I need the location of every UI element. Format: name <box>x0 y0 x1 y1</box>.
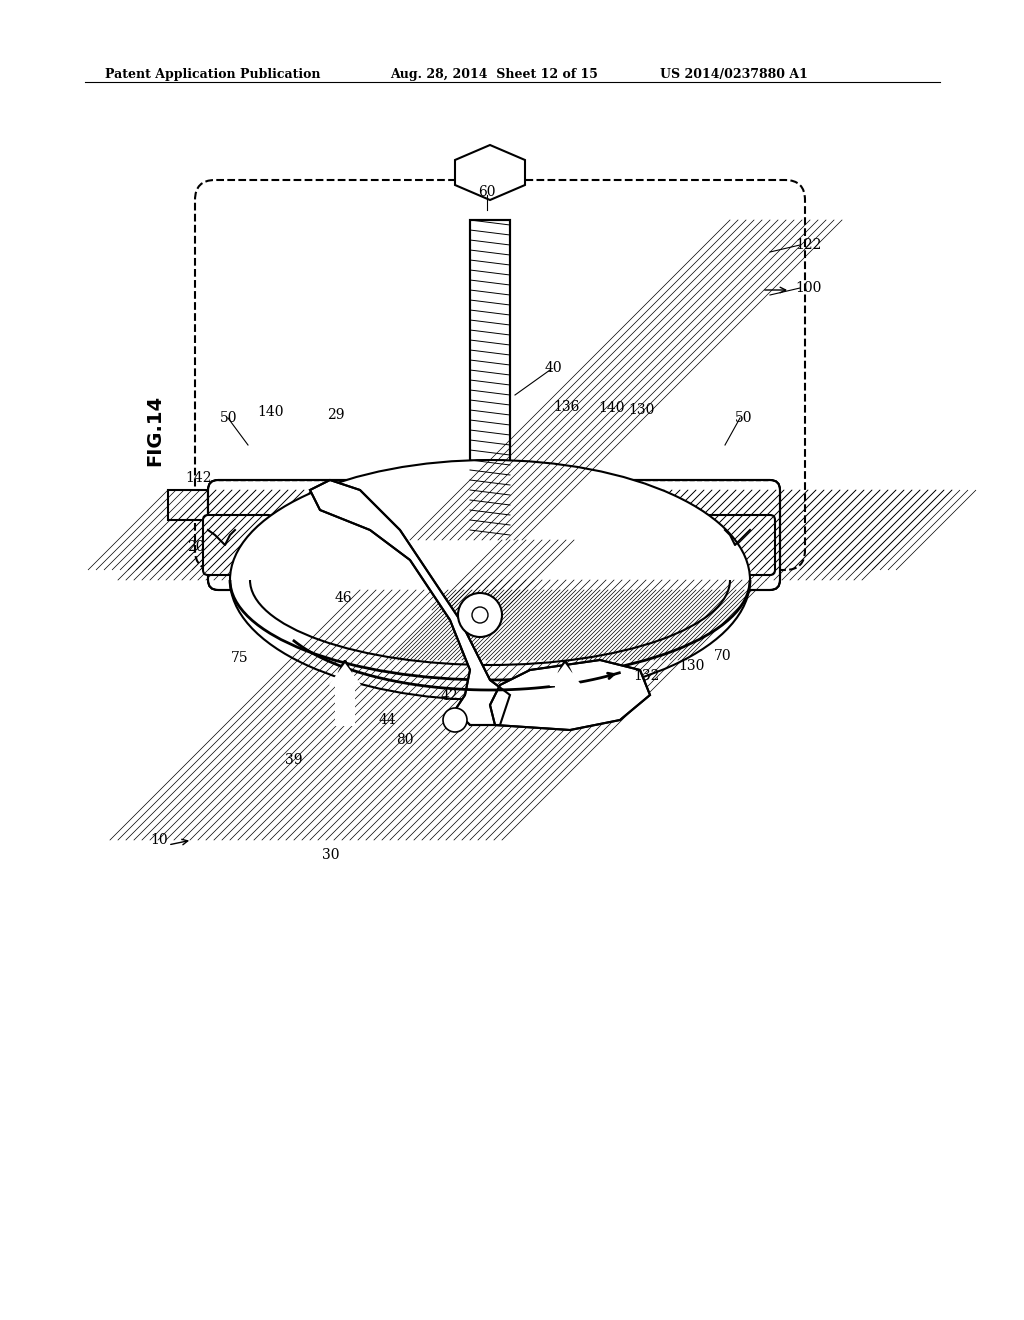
Bar <box>470 220 510 540</box>
Bar <box>738 490 778 520</box>
Text: 130: 130 <box>628 403 654 417</box>
Text: Patent Application Publication: Patent Application Publication <box>105 69 321 81</box>
Text: 130: 130 <box>678 659 705 673</box>
Text: 75: 75 <box>230 651 248 665</box>
Text: 60: 60 <box>478 185 496 199</box>
Text: 30: 30 <box>322 847 340 862</box>
Polygon shape <box>455 145 525 201</box>
Text: 50: 50 <box>735 411 753 425</box>
Bar <box>248 490 738 570</box>
Text: FIG.14: FIG.14 <box>145 395 165 466</box>
Text: 80: 80 <box>396 733 414 747</box>
FancyBboxPatch shape <box>203 515 273 576</box>
Text: 10: 10 <box>151 833 168 847</box>
FancyBboxPatch shape <box>705 515 775 576</box>
Text: 20: 20 <box>187 540 205 554</box>
Circle shape <box>458 593 502 638</box>
Text: 136: 136 <box>553 400 580 414</box>
Bar <box>248 490 738 570</box>
Text: 46: 46 <box>335 591 352 605</box>
Ellipse shape <box>230 459 750 700</box>
Text: 122: 122 <box>795 238 821 252</box>
FancyArrow shape <box>330 665 360 725</box>
Circle shape <box>472 607 488 623</box>
Text: 39: 39 <box>285 752 302 767</box>
Polygon shape <box>490 660 650 730</box>
Text: 140: 140 <box>257 405 284 418</box>
Text: US 2014/0237880 A1: US 2014/0237880 A1 <box>660 69 808 81</box>
FancyBboxPatch shape <box>208 480 780 590</box>
FancyArrow shape <box>550 665 580 725</box>
Bar <box>470 220 510 540</box>
Bar <box>472 540 508 610</box>
Text: 100: 100 <box>795 281 821 294</box>
Text: 40: 40 <box>545 360 562 375</box>
Text: 44: 44 <box>378 713 396 727</box>
Text: 42: 42 <box>440 689 458 704</box>
Circle shape <box>443 708 467 733</box>
Text: 29: 29 <box>328 408 345 422</box>
Text: 50: 50 <box>219 411 237 425</box>
Text: 70: 70 <box>714 649 731 663</box>
Bar <box>168 490 208 520</box>
Text: 142: 142 <box>185 471 212 484</box>
Bar <box>472 540 508 610</box>
Text: 140: 140 <box>598 401 625 414</box>
Polygon shape <box>310 480 510 725</box>
Text: Aug. 28, 2014  Sheet 12 of 15: Aug. 28, 2014 Sheet 12 of 15 <box>390 69 598 81</box>
Text: 132: 132 <box>633 669 659 682</box>
